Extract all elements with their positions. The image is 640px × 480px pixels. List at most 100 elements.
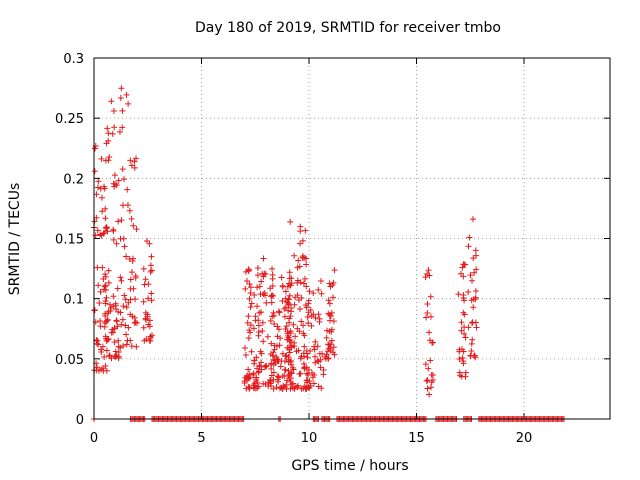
data-point (299, 253, 306, 260)
data-point (104, 228, 111, 235)
data-point (103, 347, 110, 354)
data-point (105, 279, 112, 286)
data-point (312, 314, 319, 321)
data-point (288, 275, 295, 282)
data-point (141, 281, 148, 288)
data-point (462, 369, 469, 376)
data-point (286, 349, 293, 356)
data-point (288, 344, 295, 351)
data-point (107, 307, 114, 314)
data-point (113, 182, 120, 189)
data-point (258, 366, 265, 373)
data-point (459, 354, 466, 361)
data-point (283, 323, 290, 330)
data-point (285, 373, 292, 380)
data-point (268, 293, 275, 300)
data-point (242, 344, 249, 351)
data-point (148, 253, 155, 260)
data-point (317, 364, 324, 371)
data-point (104, 125, 111, 132)
data-point (298, 318, 305, 325)
data-point (119, 124, 126, 131)
data-point (95, 282, 102, 289)
data-point (101, 229, 108, 236)
data-point (121, 292, 128, 299)
data-point (285, 356, 292, 363)
x-tick-label: 10 (301, 431, 318, 446)
data-point (424, 271, 431, 278)
data-point (113, 318, 120, 325)
data-point (472, 247, 479, 254)
data-point (468, 297, 475, 304)
data-point (302, 227, 309, 234)
data-point (97, 288, 104, 295)
data-point (325, 354, 332, 361)
data-point (147, 262, 154, 269)
data-point (110, 293, 117, 300)
data-point (110, 180, 117, 187)
data-point (111, 324, 118, 331)
data-point (148, 290, 155, 297)
data-point (470, 255, 477, 262)
data-point (120, 343, 127, 350)
data-point (128, 215, 135, 222)
data-point (261, 290, 268, 297)
data-point (327, 347, 334, 354)
data-point (422, 361, 429, 368)
data-point (325, 297, 332, 304)
data-point (316, 318, 323, 325)
y-tick-label: 0.25 (55, 112, 84, 127)
data-point (245, 313, 252, 320)
data-point (245, 267, 252, 274)
data-point (262, 362, 269, 369)
data-point (133, 343, 140, 350)
data-point (105, 267, 112, 274)
data-point (461, 330, 468, 337)
data-point (268, 340, 275, 347)
y-tick-label: 0.3 (63, 52, 84, 67)
data-point (148, 267, 155, 274)
data-point (104, 336, 111, 343)
data-point (304, 314, 311, 321)
data-point (279, 350, 286, 357)
data-point (425, 365, 432, 372)
plot-frame (93, 57, 611, 420)
data-point (330, 294, 337, 301)
data-point (118, 217, 125, 224)
data-point (424, 377, 431, 384)
data-point (130, 222, 137, 229)
data-point (292, 294, 299, 301)
data-point (274, 323, 281, 330)
data-point (109, 130, 116, 137)
data-point (269, 313, 276, 320)
data-point (469, 320, 476, 327)
data-point (94, 337, 101, 344)
data-point (310, 290, 317, 297)
data-point (273, 353, 280, 360)
x-tick-label: 0 (90, 431, 98, 446)
data-point (128, 269, 135, 276)
data-point (92, 145, 99, 152)
data-point (127, 157, 134, 164)
data-point (102, 271, 109, 278)
data-point (251, 357, 258, 364)
data-point (254, 272, 261, 279)
data-point (305, 384, 312, 391)
data-point (116, 128, 123, 135)
data-point (315, 383, 322, 390)
y-axis-label: SRMTID / TECUs (7, 183, 23, 296)
data-point (300, 322, 307, 329)
data-point (292, 333, 299, 340)
data-point (99, 264, 106, 271)
data-point (303, 370, 310, 377)
data-point (115, 218, 122, 225)
data-point (462, 334, 469, 341)
data-point (130, 285, 137, 292)
data-point (101, 286, 108, 293)
data-point (286, 337, 293, 344)
data-point (115, 348, 122, 355)
data-point (260, 255, 267, 262)
data-point (245, 374, 252, 381)
data-point (119, 107, 126, 114)
data-point (429, 371, 436, 378)
